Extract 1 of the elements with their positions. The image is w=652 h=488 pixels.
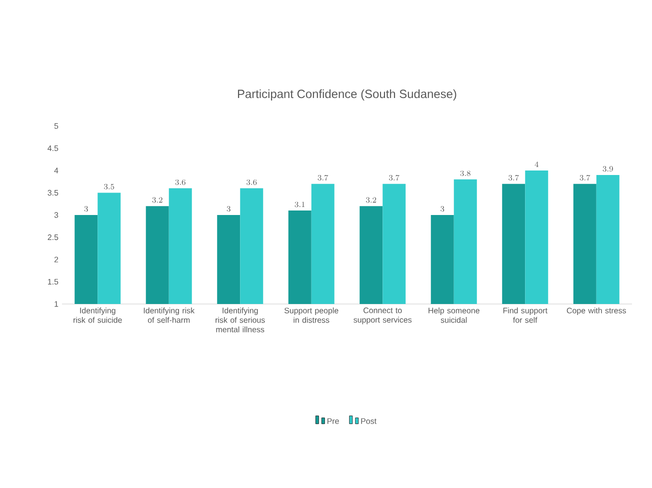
chart-title: Participant Confidence (South Sudanese) bbox=[238, 89, 456, 101]
